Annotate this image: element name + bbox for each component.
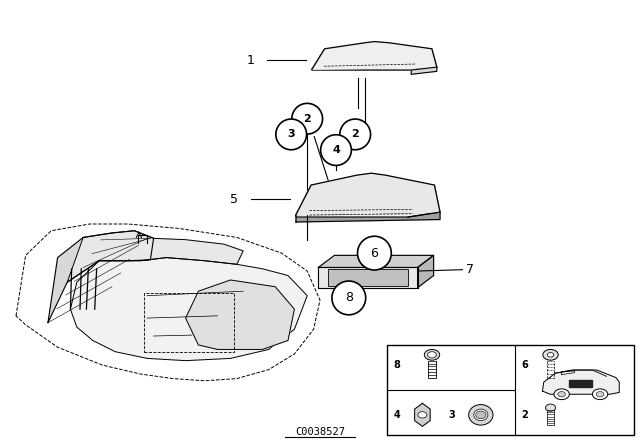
Text: 2: 2 xyxy=(522,410,529,420)
Text: C0038527: C0038527 xyxy=(295,427,345,437)
Ellipse shape xyxy=(292,103,323,134)
Circle shape xyxy=(545,404,556,411)
Polygon shape xyxy=(417,255,434,288)
Polygon shape xyxy=(296,173,440,215)
Text: 1: 1 xyxy=(246,54,254,67)
Text: 3: 3 xyxy=(287,129,295,139)
Ellipse shape xyxy=(476,411,486,419)
Text: 8: 8 xyxy=(394,360,401,370)
Ellipse shape xyxy=(340,119,371,150)
Text: 2: 2 xyxy=(351,129,359,139)
Ellipse shape xyxy=(321,135,351,165)
Polygon shape xyxy=(67,231,243,282)
Circle shape xyxy=(543,349,558,360)
Polygon shape xyxy=(412,67,437,74)
Polygon shape xyxy=(312,42,437,69)
Text: 2: 2 xyxy=(303,114,311,124)
Circle shape xyxy=(418,412,427,418)
Text: 8: 8 xyxy=(345,291,353,305)
Circle shape xyxy=(428,352,436,358)
Text: 3: 3 xyxy=(449,410,456,420)
Text: 6: 6 xyxy=(522,360,529,370)
Circle shape xyxy=(424,349,440,360)
Polygon shape xyxy=(319,267,417,288)
Circle shape xyxy=(593,389,608,400)
Polygon shape xyxy=(48,231,154,323)
Polygon shape xyxy=(296,212,440,222)
Ellipse shape xyxy=(468,405,493,425)
Circle shape xyxy=(554,389,570,400)
Text: 5: 5 xyxy=(230,193,239,206)
Ellipse shape xyxy=(332,281,365,315)
Text: 7: 7 xyxy=(466,263,474,276)
Circle shape xyxy=(596,392,604,397)
Polygon shape xyxy=(415,403,430,426)
Polygon shape xyxy=(186,280,294,349)
Text: 4: 4 xyxy=(332,145,340,155)
Circle shape xyxy=(547,353,554,357)
Circle shape xyxy=(558,392,566,397)
Polygon shape xyxy=(312,49,437,70)
Polygon shape xyxy=(319,255,434,267)
Polygon shape xyxy=(543,370,620,394)
Bar xyxy=(387,345,634,435)
Polygon shape xyxy=(296,185,440,217)
Bar xyxy=(570,380,593,387)
Bar xyxy=(328,270,408,286)
Bar xyxy=(144,293,234,352)
Ellipse shape xyxy=(474,409,488,421)
Ellipse shape xyxy=(358,236,391,270)
Text: 4: 4 xyxy=(394,410,401,420)
Ellipse shape xyxy=(276,119,307,150)
Polygon shape xyxy=(70,258,307,361)
Text: 6: 6 xyxy=(371,246,378,260)
